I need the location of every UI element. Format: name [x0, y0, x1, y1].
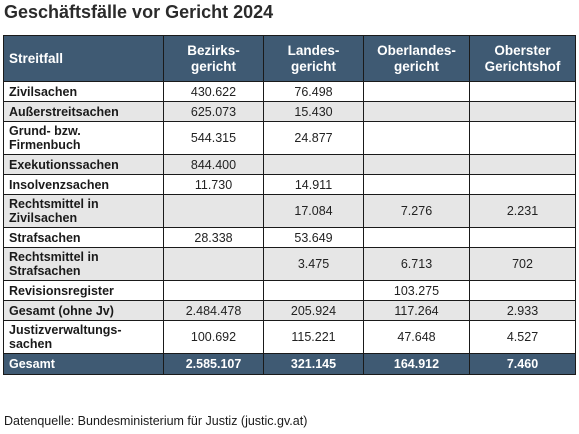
cell-value: 11.730 [163, 174, 264, 195]
cell-value [363, 101, 470, 122]
cell-value [363, 154, 470, 175]
page-title: Geschäftsfälle vor Gericht 2024 [4, 2, 274, 22]
total-value: 7.460 [469, 353, 576, 375]
table-row: Rechtsmittel in Strafsachen 3.475 6.713 702 [3, 247, 576, 281]
cell-value: 2.484.478 [163, 300, 264, 321]
cell-value: 103.275 [363, 280, 470, 301]
row-label: Außerstreitsachen [3, 101, 164, 122]
cell-value [263, 154, 364, 175]
table-row: Exekutionssachen 844.400 [3, 154, 576, 175]
cell-value: 702 [469, 247, 576, 281]
total-label: Gesamt [3, 353, 164, 375]
cell-value [469, 227, 576, 248]
cell-value: 100.692 [163, 320, 264, 354]
cell-value: 17.084 [263, 194, 364, 228]
row-label: Justizverwaltungs-sachen [3, 320, 164, 354]
cell-value: 2.933 [469, 300, 576, 321]
cell-value [469, 121, 576, 155]
row-label: Grund- bzw. Firmenbuch [3, 121, 164, 155]
row-label: Rechtsmittel in Strafsachen [3, 247, 164, 281]
cell-value [363, 121, 470, 155]
cell-value: 53.649 [263, 227, 364, 248]
cell-value [363, 81, 470, 102]
cell-value: 76.498 [263, 81, 364, 102]
row-label: Revisionsregister [3, 280, 164, 301]
cell-value: 205.924 [263, 300, 364, 321]
table-row: Insolvenzsachen 11.730 14.911 [3, 174, 576, 195]
cell-value [163, 194, 264, 228]
header-streitfall: Streitfall [3, 35, 164, 82]
cell-value: 115.221 [263, 320, 364, 354]
cell-value: 625.073 [163, 101, 264, 122]
cell-value [469, 174, 576, 195]
header-oberster-gerichtshof: Oberster Gerichtshof [469, 35, 576, 82]
header-oberlandesgericht: Oberlandes-gericht [363, 35, 470, 82]
table-row: Grund- bzw. Firmenbuch 544.315 24.877 [3, 121, 576, 155]
cell-value: 430.622 [163, 81, 264, 102]
cell-value: 544.315 [163, 121, 264, 155]
row-label: Zivilsachen [3, 81, 164, 102]
cell-value [469, 280, 576, 301]
source-note: Datenquelle: Bundesministerium für Justi… [4, 414, 308, 428]
row-label: Exekutionssachen [3, 154, 164, 175]
cell-value [263, 280, 364, 301]
cell-value: 3.475 [263, 247, 364, 281]
cell-value: 15.430 [263, 101, 364, 122]
total-value: 164.912 [363, 353, 470, 375]
table-row: Zivilsachen 430.622 76.498 [3, 81, 576, 102]
table-row: Revisionsregister 103.275 [3, 280, 576, 301]
cell-value [163, 280, 264, 301]
cell-value: 844.400 [163, 154, 264, 175]
row-label: Rechtsmittel in Zivilsachen [3, 194, 164, 228]
cases-table: Streitfall Bezirks-gericht Landes-gerich… [3, 35, 576, 375]
row-label: Strafsachen [3, 227, 164, 248]
cell-value: 6.713 [363, 247, 470, 281]
table-row: Rechtsmittel in Zivilsachen 17.084 7.276 2.2… [3, 194, 576, 228]
header-bezirksgericht: Bezirks-gericht [163, 35, 264, 82]
table-row: Außerstreitsachen 625.073 15.430 [3, 101, 576, 122]
cell-value: 47.648 [363, 320, 470, 354]
row-label: Gesamt (ohne Jv) [3, 300, 164, 321]
cell-value [163, 247, 264, 281]
total-value: 321.145 [263, 353, 364, 375]
cell-value [363, 174, 470, 195]
cell-value [363, 227, 470, 248]
cell-value [469, 101, 576, 122]
cell-value: 28.338 [163, 227, 264, 248]
total-value: 2.585.107 [163, 353, 264, 375]
cell-value [469, 154, 576, 175]
cell-value: 7.276 [363, 194, 470, 228]
table-row: Gesamt (ohne Jv) 2.484.478 205.924 117.264 2… [3, 300, 576, 321]
row-label: Insolvenzsachen [3, 174, 164, 195]
table-total-row: Gesamt 2.585.107 321.145 164.912 7.460 [3, 353, 576, 375]
cell-value: 4.527 [469, 320, 576, 354]
table-row: Justizverwaltungs-sachen 100.692 115.221 47… [3, 320, 576, 354]
header-landesgericht: Landes-gericht [263, 35, 364, 82]
cell-value: 2.231 [469, 194, 576, 228]
cell-value: 117.264 [363, 300, 470, 321]
table-row: Strafsachen 28.338 53.649 [3, 227, 576, 248]
cell-value: 14.911 [263, 174, 364, 195]
cell-value: 24.877 [263, 121, 364, 155]
cell-value [469, 81, 576, 102]
table-header-row: Streitfall Bezirks-gericht Landes-gerich… [3, 35, 576, 82]
